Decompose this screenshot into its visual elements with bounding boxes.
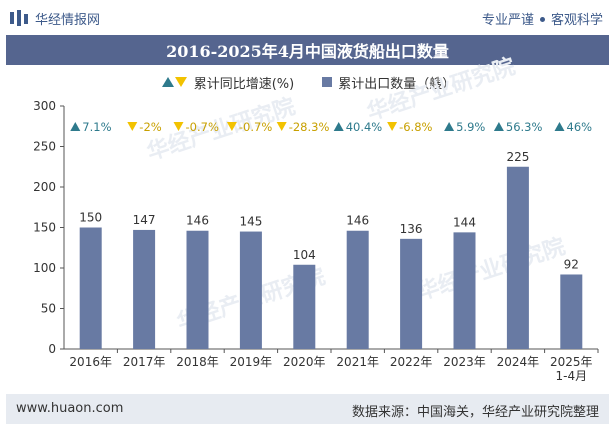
bar-chart: 华经产业研究院华经产业研究院华经产业研究院华经产业研究院050100150200… <box>33 53 599 383</box>
logo-icon <box>10 10 28 26</box>
x-tick-label: 2025年 <box>550 355 593 369</box>
y-tick-label: 200 <box>33 180 56 194</box>
growth-rate-label: -6.8% <box>399 120 432 134</box>
y-tick-label: 150 <box>33 221 56 235</box>
growth-down-icon <box>226 122 237 131</box>
bar <box>560 274 583 349</box>
bar <box>346 230 369 349</box>
legend-item-count: 累计出口数量（艘） <box>322 73 455 92</box>
growth-rate-label: 56.3% <box>506 120 543 134</box>
watermark-text: 华经产业研究院 <box>414 233 569 305</box>
tagline-right: 客观科学 <box>550 13 603 28</box>
bar <box>506 166 529 349</box>
growth-rate-label: -0.7% <box>239 120 272 134</box>
chart-title-bar: 2016-2025年4月中国液货船出口数量 <box>6 35 609 65</box>
bar <box>239 231 262 349</box>
watermark-text: 华经产业研究院 <box>364 53 519 125</box>
growth-up-icon <box>444 122 455 131</box>
y-tick-label: 0 <box>48 342 56 356</box>
growth-down-icon <box>173 122 184 131</box>
x-tick-label: 2021年 <box>336 355 379 369</box>
x-tick-label: 2022年 <box>390 355 433 369</box>
bar <box>133 229 156 349</box>
y-tick-label: 300 <box>33 99 56 113</box>
legend-triangles-icon <box>161 77 187 87</box>
growth-rate-label: 5.9% <box>456 120 485 134</box>
x-tick-label: 2018年 <box>176 355 219 369</box>
growth-up-icon <box>70 122 81 131</box>
bar-value-label: 104 <box>293 248 316 262</box>
bar-value-label: 144 <box>453 215 476 229</box>
bar <box>453 232 476 349</box>
x-tick-label: 1-4月 <box>555 369 587 383</box>
x-tick-label: 2023年 <box>443 355 486 369</box>
bar-value-label: 147 <box>133 213 156 227</box>
top-header: 华经情报网 专业严谨 客观科学 <box>0 0 615 34</box>
bar-value-label: 150 <box>79 211 102 225</box>
x-tick-label: 2017年 <box>123 355 166 369</box>
growth-rate-label: 46% <box>567 120 593 134</box>
legend-label-count: 累计出口数量（艘） <box>338 76 456 92</box>
bar-value-label: 92 <box>564 257 579 271</box>
bar <box>186 230 209 349</box>
dot-icon <box>539 17 545 22</box>
y-tick-label: 50 <box>41 302 56 316</box>
growth-down-icon <box>276 122 287 131</box>
x-tick-label: 2016年 <box>69 355 112 369</box>
growth-up-icon <box>554 122 565 131</box>
bar <box>400 238 423 349</box>
bar-value-label: 146 <box>186 214 209 228</box>
growth-rate-label: -0.7% <box>186 120 219 134</box>
footer-source: 数据来源：中国海关，华经产业研究院整理 <box>351 405 599 420</box>
growth-rate-label: -2% <box>139 120 161 134</box>
chart-title: 2016-2025年4月中国液货船出口数量 <box>166 42 449 61</box>
x-tick-label: 2019年 <box>230 355 273 369</box>
footer-website: www.huaon.com <box>16 401 124 416</box>
bar-value-label: 145 <box>239 215 262 229</box>
bar <box>293 264 316 349</box>
watermark-text: 华经产业研究院 <box>144 93 299 165</box>
legend-bar-swatch <box>322 77 333 87</box>
legend-item-growth: 累计同比增速(%) <box>160 73 295 92</box>
y-tick-label: 250 <box>33 140 56 154</box>
growth-rate-label: 40.4% <box>346 120 383 134</box>
growth-down-icon <box>127 122 138 131</box>
growth-down-icon <box>387 122 398 131</box>
bar-value-label: 146 <box>346 214 369 228</box>
brand-name: 华经情报网 <box>35 13 101 28</box>
x-tick-label: 2024年 <box>497 355 540 369</box>
bar-value-label: 136 <box>400 222 423 236</box>
legend-label-growth: 累计同比增速(%) <box>193 76 295 92</box>
x-tick-label: 2020年 <box>283 355 326 369</box>
bar-value-label: 225 <box>506 150 529 164</box>
growth-up-icon <box>493 122 504 131</box>
y-tick-label: 100 <box>33 261 56 275</box>
growth-rate-label: 7.1% <box>82 120 111 134</box>
bar <box>79 227 102 349</box>
footer-bar: www.huaon.com 数据来源：中国海关，华经产业研究院整理 <box>6 394 609 424</box>
growth-up-icon <box>333 122 344 131</box>
tagline: 专业严谨 客观科学 <box>482 9 603 28</box>
growth-rate-label: -28.3% <box>289 120 330 134</box>
chart-legend: 累计同比增速(%) 累计出口数量（艘） <box>0 72 615 92</box>
tagline-left: 专业严谨 <box>481 13 534 28</box>
